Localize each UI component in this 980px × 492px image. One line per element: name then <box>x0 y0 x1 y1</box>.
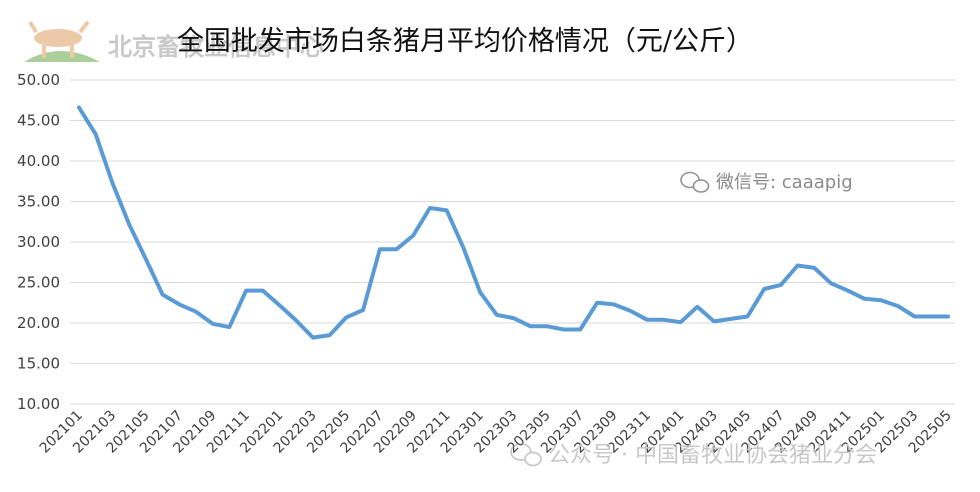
gzh-watermark-text: 公众号 · 中国畜牧业协会猪业分会 <box>548 443 877 468</box>
wechat-icon <box>680 171 710 193</box>
gzh-watermark: 公众号 · 中国畜牧业协会猪业分会 <box>510 443 877 468</box>
y-tick-label: 15.00 <box>17 355 60 373</box>
series-line-price <box>77 105 950 340</box>
y-tick-label: 20.00 <box>17 314 60 332</box>
chart-title: 全国批发市场白条猪月平均价格情况（元/公斤） <box>177 26 753 57</box>
y-tick-label: 35.00 <box>17 193 60 211</box>
y-tick-label: 45.00 <box>17 112 60 130</box>
logo-watermark-text: 北京畜牧业信息中心 <box>108 33 324 61</box>
logo-watermark-icon <box>24 20 100 62</box>
y-tick-label: 25.00 <box>17 274 60 292</box>
y-tick-label: 30.00 <box>17 233 60 251</box>
y-tick-label: 40.00 <box>17 152 60 170</box>
y-tick-label: 50.00 <box>17 71 60 89</box>
wechat-watermark-text: 微信号: caaapig <box>716 172 853 193</box>
wechat-icon <box>510 443 542 467</box>
wechat-watermark: 微信号: caaapig <box>680 171 853 193</box>
y-tick-label: 10.00 <box>17 395 60 413</box>
